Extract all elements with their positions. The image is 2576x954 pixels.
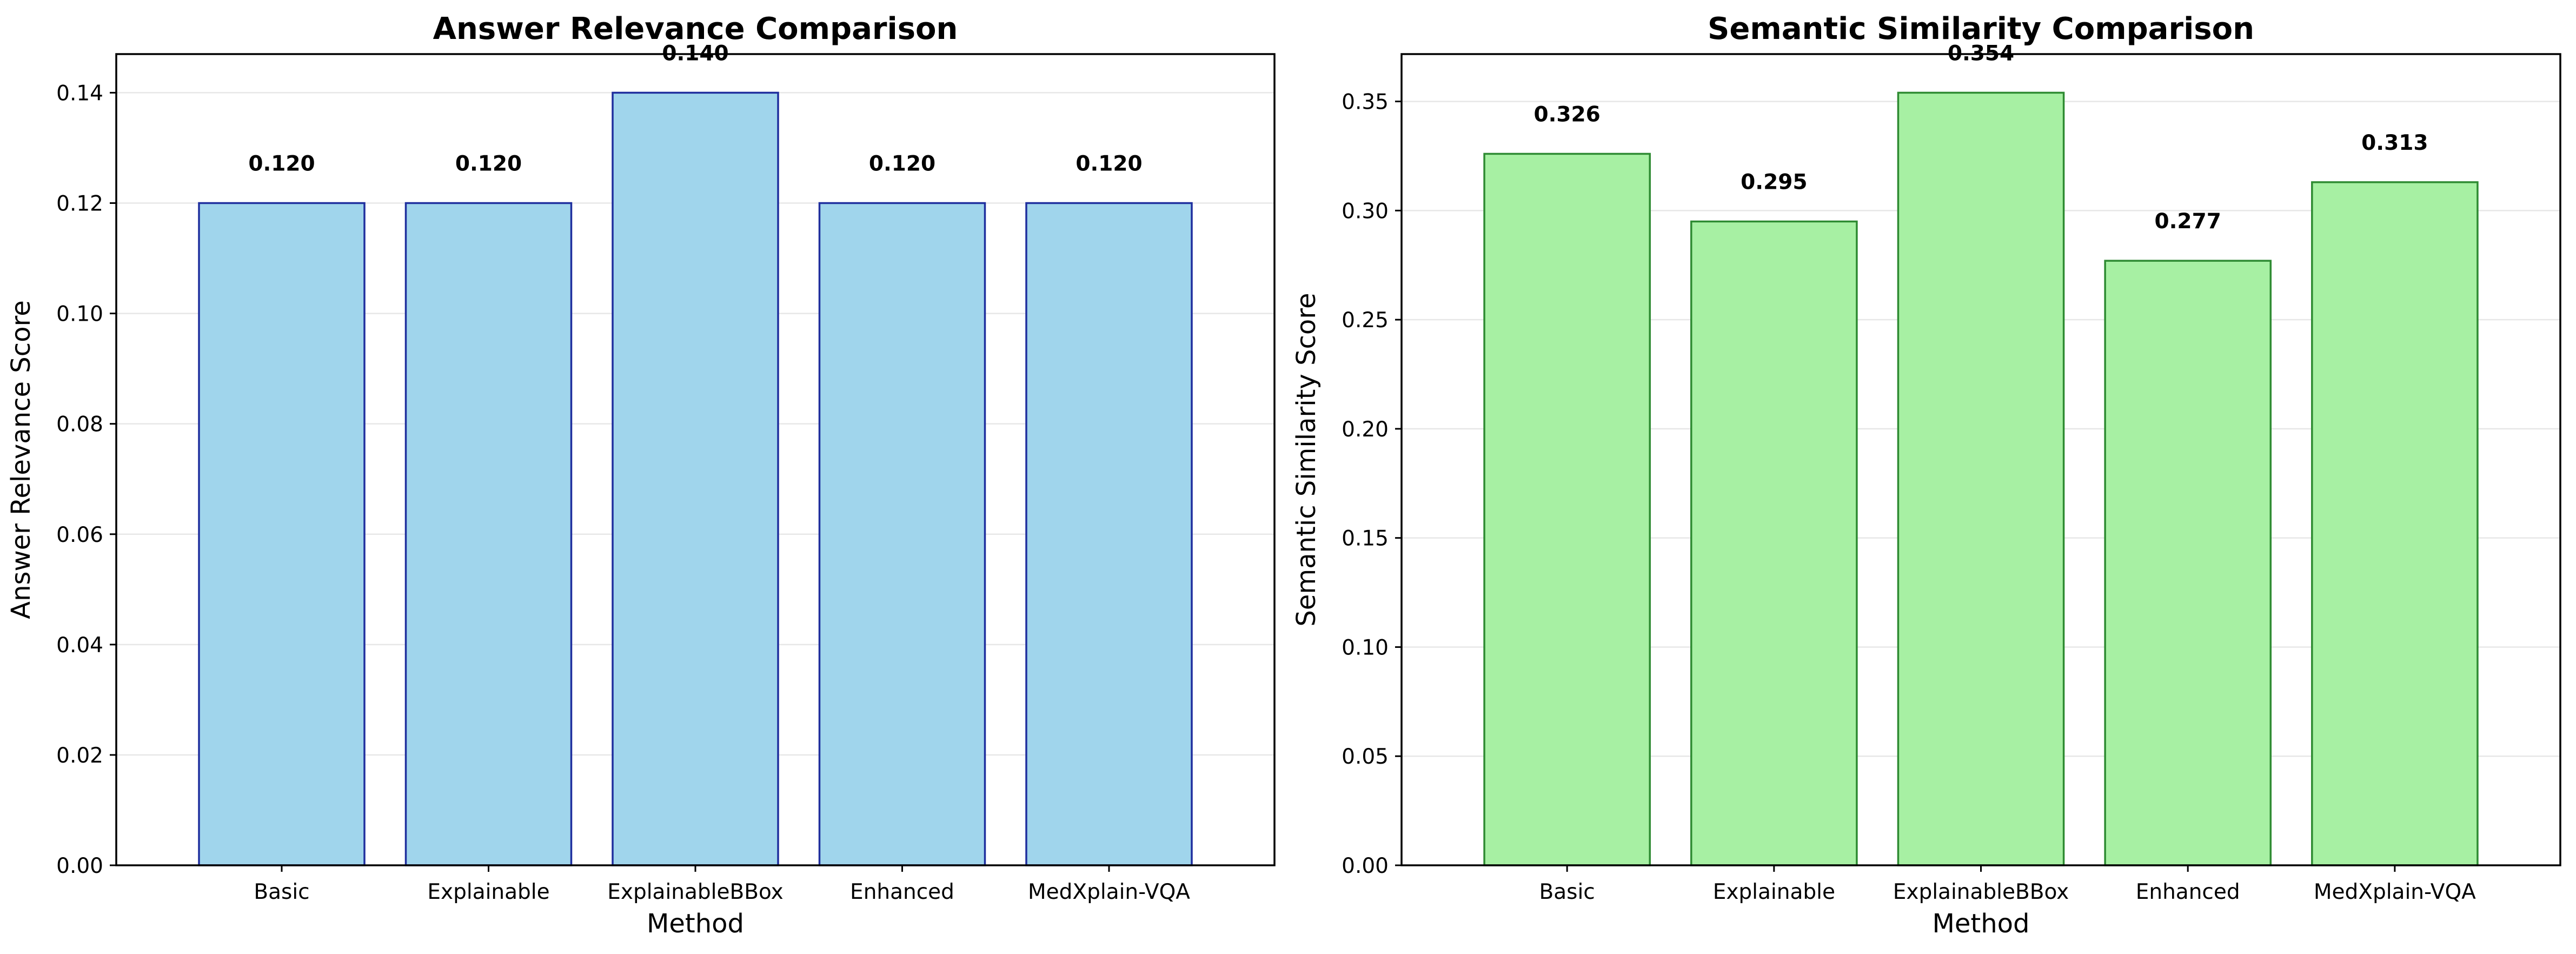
value-label: 0.295 — [1741, 170, 1807, 195]
y-axis-label: Answer Relevance Score — [6, 300, 36, 619]
x-tick-label: Enhanced — [850, 880, 954, 904]
y-tick-label: 0.04 — [56, 633, 103, 658]
y-tick-label: 0.20 — [1342, 418, 1389, 442]
bar-enhanced — [2104, 260, 2272, 866]
x-tick-label: Explainable — [1713, 880, 1835, 904]
y-tick-label: 0.30 — [1342, 199, 1389, 223]
x-axis-label: Method — [647, 909, 744, 939]
y-tick-label: 0.00 — [1342, 854, 1389, 878]
y-tick-label: 0.08 — [56, 413, 103, 437]
x-tick-label: Basic — [254, 880, 309, 904]
y-tick-label: 0.25 — [1342, 308, 1389, 333]
bar-medxplain-vqa — [2311, 181, 2479, 866]
y-axis-label: Semantic Similarity Score — [1291, 293, 1322, 626]
x-tick-label: ExplainableBBox — [1893, 880, 2069, 904]
y-tick-label: 0.02 — [56, 744, 103, 768]
bar-basic — [198, 202, 366, 866]
value-label: 0.120 — [1075, 152, 1142, 176]
bar-explainablebbox — [612, 91, 779, 866]
chart-title: Semantic Similarity Comparison — [1708, 11, 2254, 47]
y-tick-label: 0.14 — [56, 81, 103, 105]
y-tick-label: 0.05 — [1342, 745, 1389, 769]
value-label: 0.326 — [1533, 102, 1600, 127]
value-label: 0.120 — [248, 152, 315, 176]
value-label: 0.313 — [2361, 131, 2428, 155]
x-tick-label: ExplainableBBox — [607, 880, 784, 904]
x-tick-label: Explainable — [427, 880, 549, 904]
y-tick-label: 0.35 — [1342, 90, 1389, 115]
bar-basic — [1483, 153, 1651, 866]
chart-title: Answer Relevance Comparison — [433, 11, 958, 47]
value-label: 0.120 — [455, 152, 522, 176]
y-tick-label: 0.06 — [56, 523, 103, 547]
bar-explainable — [404, 202, 573, 866]
bar-explainablebbox — [1897, 91, 2065, 866]
bar-medxplain-vqa — [1025, 202, 1193, 866]
y-tick-label: 0.00 — [56, 854, 103, 878]
y-tick-label: 0.10 — [56, 302, 103, 327]
y-tick-label: 0.15 — [1342, 527, 1389, 551]
value-label: 0.277 — [2154, 209, 2221, 234]
y-tick-label: 0.12 — [56, 192, 103, 216]
bar-explainable — [1690, 220, 1858, 866]
x-tick-label: MedXplain-VQA — [1028, 880, 1190, 904]
bar-enhanced — [818, 202, 986, 866]
value-label: 0.120 — [869, 152, 935, 176]
x-tick-label: MedXplain-VQA — [2314, 880, 2476, 904]
semantic-similarity-chart: 0.3260.2950.3540.2770.3130.000.050.100.1… — [1291, 11, 2561, 939]
y-tick-label: 0.10 — [1342, 635, 1389, 660]
x-tick-label: Enhanced — [2136, 880, 2240, 904]
x-axis-label: Method — [1932, 909, 2029, 939]
x-tick-label: Basic — [1539, 880, 1595, 904]
